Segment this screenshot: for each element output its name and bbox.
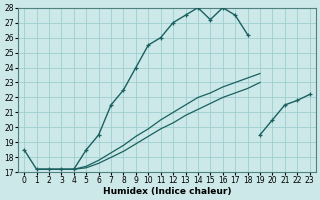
X-axis label: Humidex (Indice chaleur): Humidex (Indice chaleur) xyxy=(103,187,231,196)
